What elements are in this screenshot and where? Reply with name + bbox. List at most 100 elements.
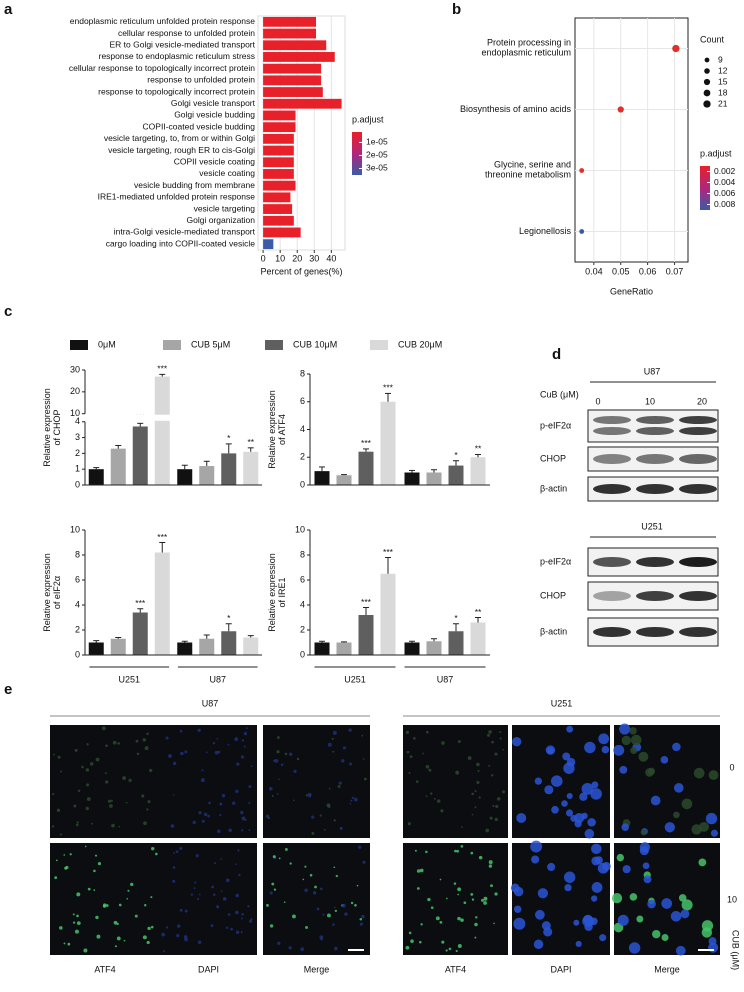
bar bbox=[263, 52, 335, 62]
y-tick-label: 0 bbox=[300, 649, 305, 659]
cell bbox=[105, 744, 108, 748]
cell bbox=[494, 817, 498, 822]
cell bbox=[545, 745, 556, 755]
channel-label: DAPI bbox=[198, 964, 219, 974]
bar bbox=[426, 641, 442, 655]
blot-row-label: p-eIF2α bbox=[540, 556, 571, 566]
cell bbox=[460, 918, 464, 922]
cell bbox=[222, 896, 227, 901]
blot-band bbox=[636, 591, 674, 601]
cell bbox=[476, 780, 480, 785]
cell bbox=[179, 846, 183, 850]
cell bbox=[457, 916, 461, 921]
cell bbox=[227, 743, 230, 746]
dot bbox=[579, 229, 585, 234]
channel-label: DAPI bbox=[550, 964, 571, 974]
dose: 20 bbox=[697, 396, 707, 406]
cell bbox=[581, 782, 594, 795]
cell bbox=[72, 913, 75, 916]
cell bbox=[332, 750, 335, 753]
category-label: Biosynthesis of amino acids bbox=[460, 104, 572, 114]
cell bbox=[250, 765, 253, 768]
cell bbox=[611, 892, 623, 904]
cell bbox=[76, 892, 81, 897]
bar bbox=[448, 465, 464, 485]
significance: *** bbox=[157, 532, 168, 542]
cell bbox=[172, 866, 176, 869]
cell bbox=[196, 897, 200, 901]
cell bbox=[173, 852, 175, 854]
blot-row-label: CHOP bbox=[540, 590, 566, 600]
panel-label: a bbox=[4, 1, 13, 18]
bar bbox=[177, 642, 193, 655]
cell bbox=[435, 916, 440, 921]
cell bbox=[410, 939, 414, 943]
cell bbox=[305, 794, 308, 797]
micrograph bbox=[160, 725, 257, 838]
cell bbox=[300, 947, 305, 952]
cell bbox=[332, 923, 335, 926]
cell bbox=[565, 809, 574, 817]
size-legend-label: 15 bbox=[718, 76, 728, 86]
cell bbox=[681, 798, 693, 810]
cell bbox=[136, 752, 140, 756]
cell bbox=[499, 737, 502, 740]
cell bbox=[338, 781, 342, 785]
size-legend-dot bbox=[703, 78, 711, 86]
cell bbox=[425, 764, 430, 769]
cell bbox=[590, 788, 602, 800]
cell bbox=[243, 732, 248, 736]
bar bbox=[263, 98, 342, 109]
cell bbox=[147, 800, 151, 804]
cell bbox=[60, 833, 63, 836]
cell bbox=[354, 797, 358, 802]
blot-title: U251 bbox=[641, 521, 663, 531]
cell bbox=[599, 934, 607, 942]
significance: *** bbox=[361, 438, 372, 448]
cell bbox=[219, 802, 223, 806]
bar bbox=[336, 475, 352, 485]
cell bbox=[681, 899, 693, 911]
cell bbox=[453, 882, 457, 885]
cell bbox=[110, 799, 113, 802]
cell bbox=[94, 854, 98, 857]
cell bbox=[652, 929, 661, 939]
cell bbox=[81, 765, 84, 769]
cell bbox=[531, 855, 540, 864]
cell bbox=[460, 845, 464, 848]
y-tick-label: 8 bbox=[300, 549, 305, 559]
cell bbox=[566, 725, 574, 733]
cell bbox=[175, 850, 179, 854]
size-legend-label: 21 bbox=[718, 98, 728, 108]
cell bbox=[512, 737, 522, 747]
cell bbox=[236, 762, 240, 766]
cell bbox=[427, 897, 431, 902]
blot-band bbox=[593, 416, 631, 424]
cell bbox=[405, 730, 410, 734]
cell bbox=[276, 793, 279, 795]
blot-band bbox=[593, 557, 631, 567]
category-label: Protein processing in endoplasmic reticul… bbox=[481, 38, 571, 58]
cell bbox=[276, 750, 280, 754]
cell bbox=[413, 737, 416, 740]
cell bbox=[327, 742, 332, 747]
cell bbox=[237, 849, 240, 852]
cell bbox=[219, 813, 222, 817]
cell bbox=[650, 795, 661, 806]
cell bbox=[416, 887, 420, 890]
cell bbox=[73, 804, 77, 808]
cell bbox=[184, 909, 188, 913]
cell bbox=[93, 889, 96, 892]
bar bbox=[154, 376, 170, 485]
cell bbox=[470, 851, 474, 855]
cell bbox=[339, 826, 343, 830]
cell bbox=[107, 799, 112, 803]
cell bbox=[305, 926, 308, 929]
cell bbox=[613, 744, 625, 756]
cell bbox=[177, 924, 181, 928]
cell bbox=[217, 750, 221, 754]
cell bbox=[201, 819, 205, 823]
cell bbox=[661, 934, 669, 942]
cell bbox=[584, 828, 595, 839]
cell bbox=[227, 913, 231, 916]
